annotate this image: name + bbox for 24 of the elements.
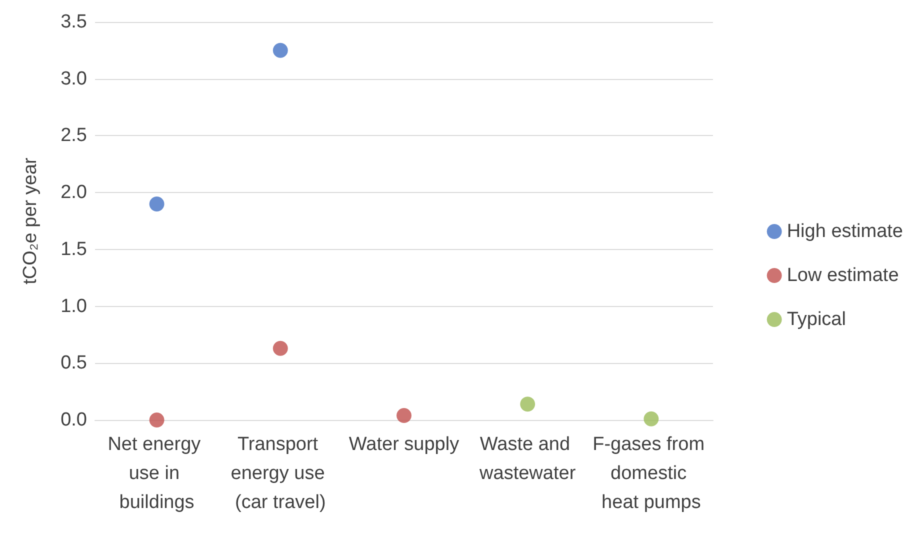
point bbox=[644, 411, 659, 426]
y-axis-title: tCO₂e per year bbox=[20, 156, 41, 284]
point bbox=[520, 396, 536, 412]
x-tick-label: Net energy use in buildings bbox=[108, 434, 206, 513]
y-tick-label: 1.5 bbox=[60, 238, 87, 260]
point bbox=[272, 340, 288, 356]
y-tick-label: 3.0 bbox=[60, 68, 87, 90]
x-tick-label: F-gases from domestic heat pumps bbox=[592, 434, 710, 513]
legend-label: Typical bbox=[786, 309, 846, 330]
y-tick-label: 1.0 bbox=[60, 296, 87, 317]
y-tick-label: 0.5 bbox=[60, 352, 87, 374]
point bbox=[149, 412, 164, 428]
y-tick-label: 0.0 bbox=[60, 410, 87, 430]
legend-label: Low estimate bbox=[786, 265, 899, 286]
point bbox=[272, 42, 288, 58]
legend-label: High estimate bbox=[786, 221, 904, 242]
y-tick-label: 2.0 bbox=[60, 182, 87, 204]
x-tick-label: Water supply bbox=[348, 434, 460, 455]
x-tick-label: Transport energy use (car travel) bbox=[230, 434, 330, 513]
y-tick-label: 2.5 bbox=[60, 125, 87, 146]
point bbox=[396, 408, 412, 423]
x-tick-label: Waste and wastewater bbox=[478, 434, 576, 484]
y-tick-label: 3.5 bbox=[60, 12, 87, 32]
point bbox=[149, 196, 164, 212]
